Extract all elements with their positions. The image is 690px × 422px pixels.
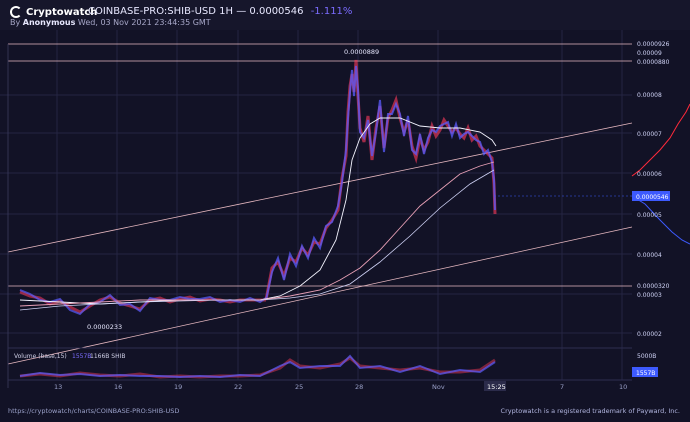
price-label: 0.0000880 — [637, 59, 670, 66]
volume-current-badge — [632, 367, 658, 377]
trademark-notice: Cryptowatch is a registered trademark of… — [500, 407, 680, 415]
cryptowatch-icon — [10, 6, 22, 18]
time-label: 25 — [295, 383, 303, 391]
current-time-label: 15:25 — [487, 383, 506, 391]
time-axis[interactable]: 13 16 19 22 25 28 Nov 7 10 15:25 — [54, 381, 627, 391]
brand-name: Cryptowatch — [26, 6, 98, 18]
chart-header: Cryptowatch COINBASE-PRO:SHIB-USD 1H — 0… — [0, 0, 690, 30]
interval: 1H — [219, 6, 234, 17]
price-label: 0.0000926 — [637, 41, 670, 48]
price-label: 0.00004 — [637, 252, 662, 259]
time-label: 28 — [355, 383, 363, 391]
volume-value-1: 1557B — [72, 353, 91, 360]
price-label: 0.00007 — [637, 131, 662, 138]
time-label: 22 — [234, 383, 242, 391]
chart-url[interactable]: https://cryptowatch/charts/COINBASE-PRO:… — [8, 407, 180, 415]
time-label: 19 — [174, 383, 182, 391]
current-price-badge — [632, 191, 670, 201]
volume-axis-current: 1557B — [636, 370, 655, 377]
chart-subtitle: By Anonymous Wed, 03 Nov 2021 23:44:35 G… — [10, 18, 211, 27]
price-label: 0.00002 — [637, 331, 662, 338]
candlestick-series — [19, 59, 497, 316]
by-prefix: By — [10, 18, 21, 27]
volume-axis-top: 5000B — [637, 353, 656, 360]
market-pair: COINBASE-PRO:SHIB-USD — [88, 6, 216, 17]
depth-bids-line — [631, 103, 690, 177]
time-label: 10 — [619, 383, 627, 391]
trend-channel[interactable] — [7, 122, 633, 365]
price-label: 0.00009 — [637, 50, 662, 57]
price-label: 0.0000320 — [637, 283, 670, 290]
snapshot-timestamp: Wed, 03 Nov 2021 23:44:35 GMT — [77, 18, 211, 27]
high-annotation: 0.0000889 — [344, 48, 379, 56]
price-label: 0.00008 — [637, 92, 662, 99]
grid-horizontal — [0, 94, 632, 334]
last-price: 0.0000546 — [249, 6, 304, 17]
volume-label: Volume (base,15) — [14, 353, 67, 360]
time-label: 13 — [54, 383, 62, 391]
volume-bars — [19, 354, 496, 379]
depth-asks-line — [631, 195, 690, 245]
price-label: 0.00003 — [637, 292, 662, 299]
moving-average-fast — [19, 117, 497, 305]
chart-footer: https://cryptowatch/charts/COINBASE-PRO:… — [0, 405, 690, 418]
time-label: 16 — [114, 383, 122, 391]
price-label: 0.00006 — [637, 171, 662, 178]
volume-value-2: 1166B SHIB — [90, 353, 126, 360]
moving-average-slow — [19, 161, 495, 307]
title-dash: — — [236, 6, 247, 17]
current-price-label: 0.0000546 — [636, 194, 669, 201]
current-time-badge — [484, 381, 506, 391]
moving-average-long — [19, 169, 495, 311]
time-label: 7 — [560, 383, 564, 391]
price-change: -1.111% — [310, 6, 353, 17]
cryptowatch-logo[interactable]: Cryptowatch — [10, 6, 97, 18]
time-label: Nov — [432, 383, 445, 391]
price-label: 0.00005 — [637, 212, 662, 219]
price-chart[interactable]: 0.0000889 0.0000233 0.0000926 0.00009 0.… — [0, 30, 690, 418]
price-axis[interactable]: 0.0000926 0.00009 0.0000880 0.00008 0.00… — [632, 41, 670, 338]
chart-area[interactable]: 0.0000889 0.0000233 0.0000926 0.00009 0.… — [0, 30, 690, 418]
author-name: Anonymous — [22, 18, 76, 27]
low-annotation: 0.0000233 — [87, 323, 122, 331]
level-lines[interactable] — [8, 43, 632, 287]
chart-title: COINBASE-PRO:SHIB-USD 1H — 0.0000546 -1.… — [88, 6, 352, 17]
